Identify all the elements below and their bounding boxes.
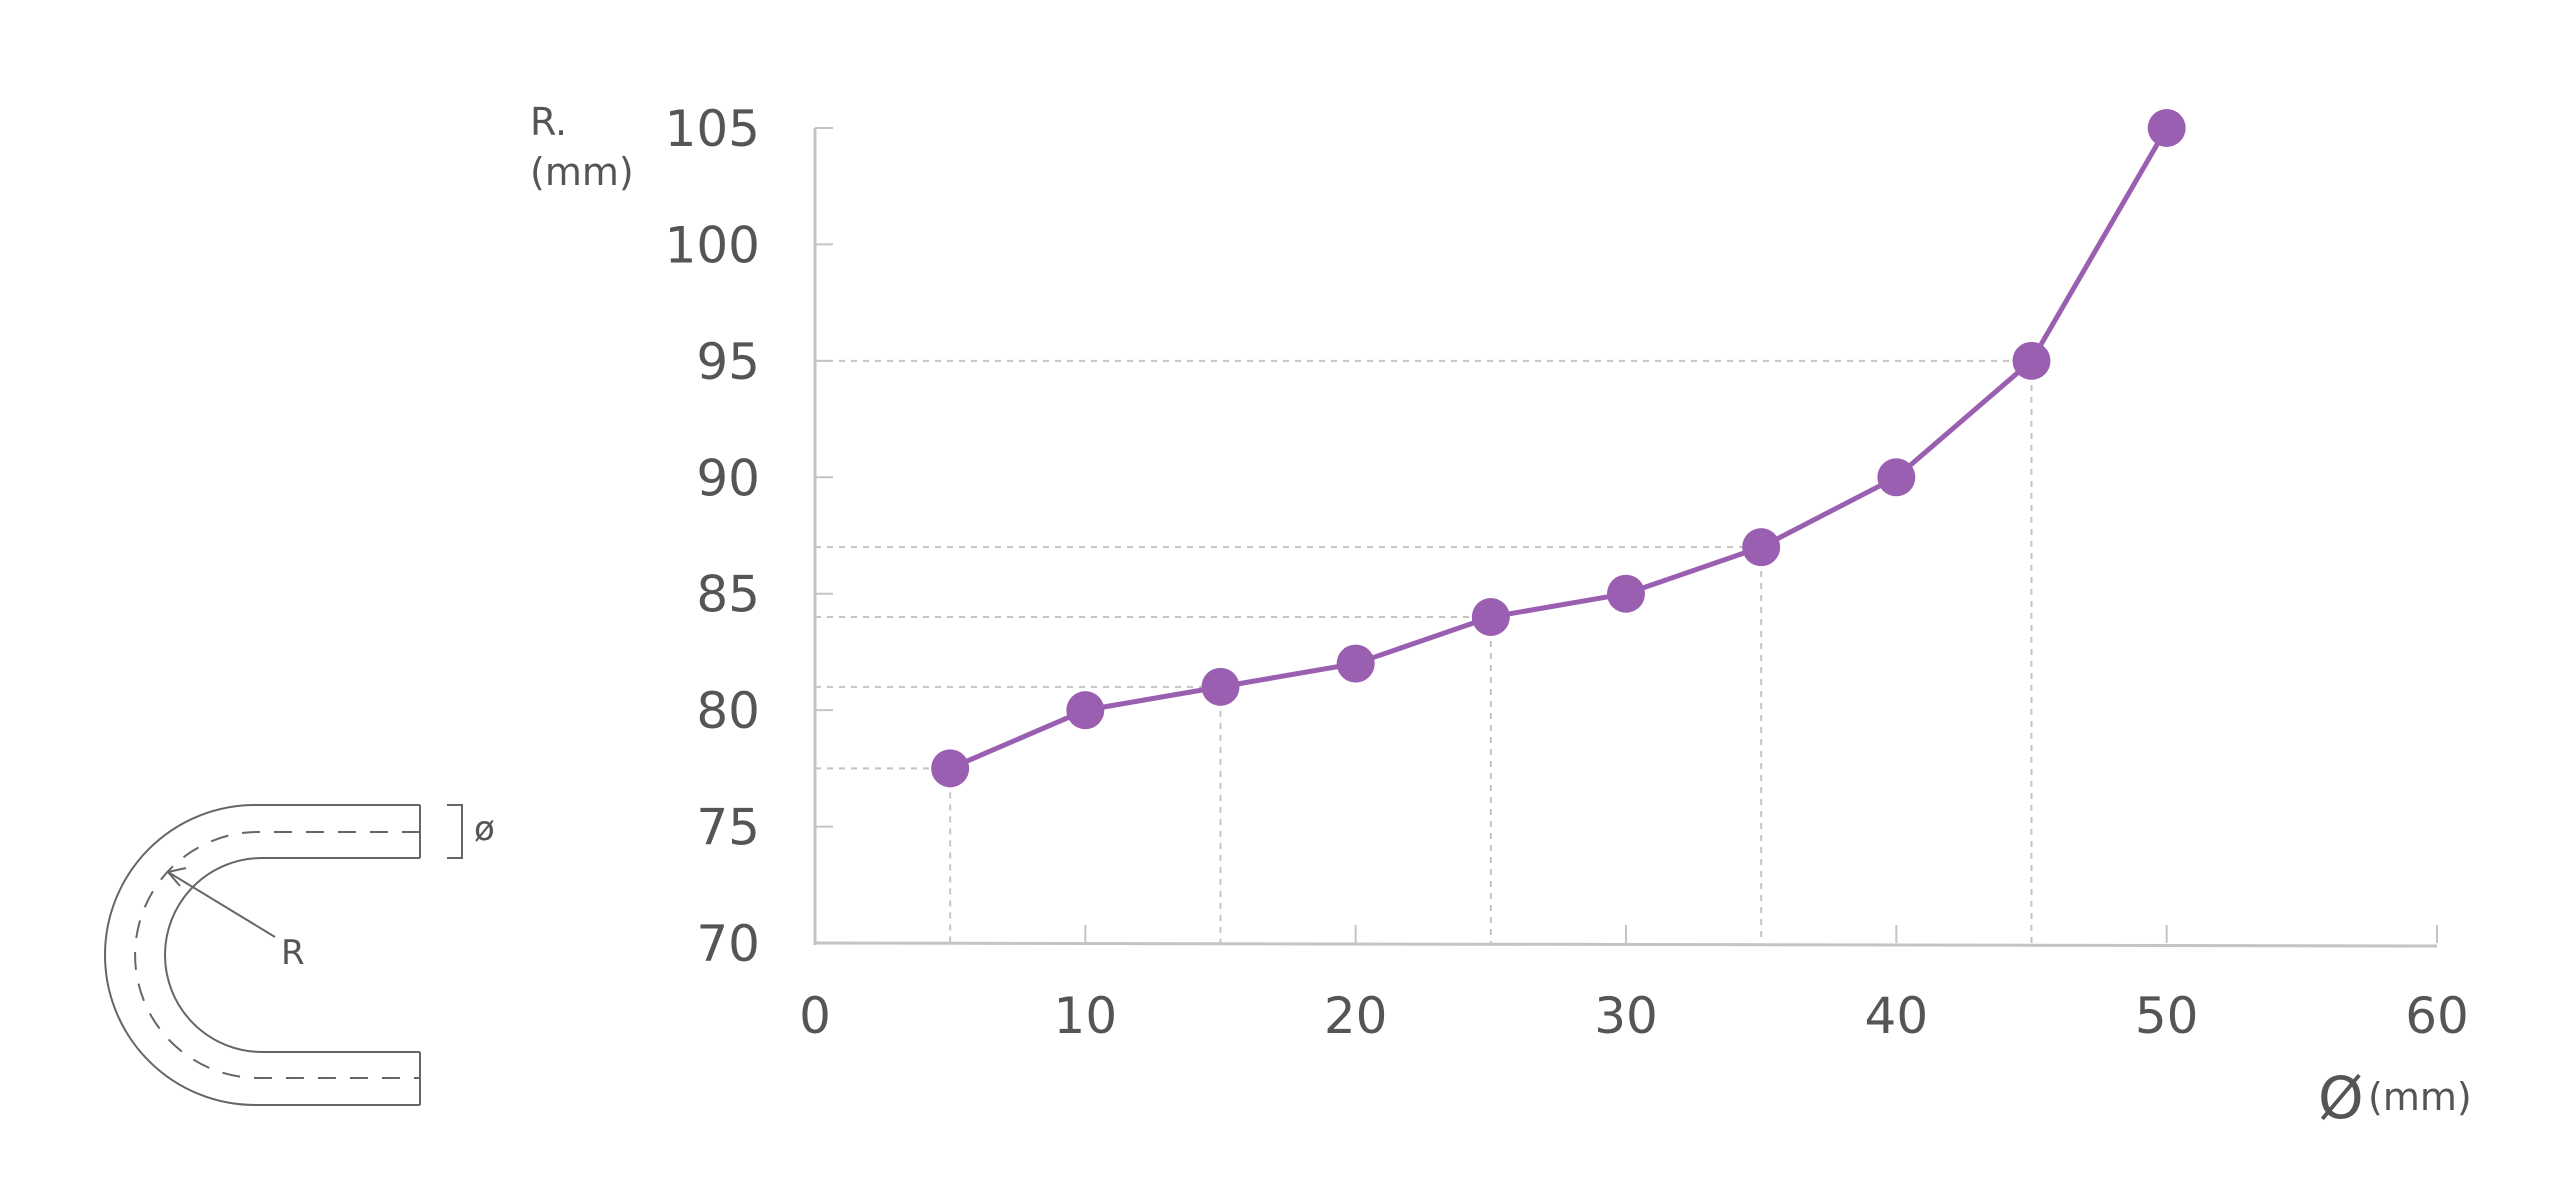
data-point [931, 749, 970, 788]
plot-area: 0 10 20 30 40 50 60 70 75 80 85 90 95 100 105 [665, 100, 2469, 1045]
data-point [2147, 109, 2186, 147]
y-tick-label: 105 [665, 100, 760, 158]
series-line [949, 126, 2169, 771]
diameter-bracket [447, 804, 463, 859]
data-point [1336, 644, 1375, 683]
y-tick-label: 100 [665, 216, 760, 274]
y-tick-label: 90 [696, 449, 760, 507]
x-axis-ticks: 0 10 20 30 40 50 60 [799, 925, 2469, 1045]
x-tick-label: 0 [799, 987, 831, 1045]
data-point [1201, 667, 1240, 706]
data-point [2012, 341, 2051, 380]
radius-arrow-head [166, 867, 187, 887]
y-axis-label-line1: R. [530, 100, 567, 144]
radius-arrow-line [167, 871, 276, 938]
x-axis-label-symbol: Ø [2318, 1064, 2364, 1132]
y-tick-label: 75 [696, 799, 760, 857]
data-point [1066, 691, 1105, 730]
x-tick-label: 10 [1054, 987, 1118, 1045]
series-points [931, 109, 2186, 788]
y-tick-label: 95 [696, 333, 760, 391]
x-axis-label-unit: (mm) [2368, 1075, 2472, 1119]
x-tick-label: 60 [2405, 987, 2469, 1045]
data-point [1877, 458, 1916, 497]
x-tick-label: 30 [1594, 987, 1658, 1045]
x-axis-line [814, 941, 2438, 948]
x-tick-label: 20 [1324, 987, 1388, 1045]
guide-lines [815, 359, 2033, 943]
radius-label: R [281, 933, 305, 973]
y-tick-label: 70 [696, 915, 760, 973]
data-point [1471, 598, 1510, 636]
data-point [1607, 574, 1645, 613]
y-axis-label-line2: (mm) [530, 150, 634, 194]
y-tick-label: 80 [696, 682, 760, 740]
pipe-bend-diagram: R ø [104, 804, 495, 1106]
pipe-centerline [134, 831, 420, 1079]
x-tick-label: 50 [2135, 987, 2199, 1045]
data-point [1742, 528, 1781, 567]
y-tick-label: 85 [696, 566, 760, 624]
y-axis-ticks: 70 75 80 85 90 95 100 105 [665, 100, 833, 973]
x-tick-label: 40 [1865, 987, 1929, 1045]
pipe-outer-wall [104, 804, 420, 1106]
diameter-label: ø [474, 809, 495, 849]
pipe-inner-wall [164, 857, 420, 1053]
